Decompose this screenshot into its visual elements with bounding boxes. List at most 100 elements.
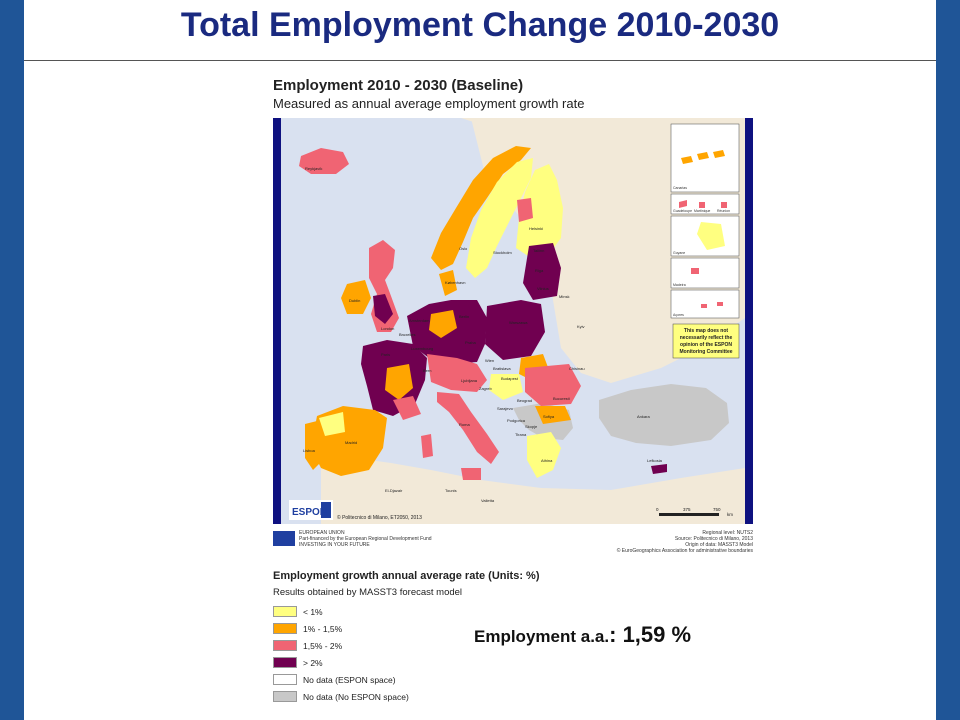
legend-item: 1% - 1,5%: [273, 620, 409, 637]
highlight-value: 1,59 %: [622, 622, 692, 647]
eu-funding-note: EUROPEAN UNION Part-financed by the Euro…: [299, 530, 469, 548]
region-norway: [431, 146, 531, 270]
map-footer: EUROPEAN UNION Part-financed by the Euro…: [273, 528, 753, 558]
city-label: Praha: [465, 340, 476, 345]
legend-label: No data (No ESPON space): [303, 691, 409, 702]
north-africa-land: [321, 453, 745, 524]
legend-item: No data (ESPON space): [273, 671, 409, 688]
credit-line: Regional level: NUTS2: [702, 530, 753, 536]
legend-item: > 2%: [273, 654, 409, 671]
region-cyprus: [651, 464, 667, 474]
city-label: Bern: [423, 368, 431, 373]
inset-label: Açores: [673, 313, 684, 317]
city-label: Chisinau: [569, 366, 585, 371]
city-label: Tirana: [515, 432, 527, 437]
inset-label: Réunion: [717, 209, 730, 213]
city-label: Ljubljana: [461, 378, 478, 383]
disclaimer-line: opinion of the ESPON: [680, 342, 732, 348]
legend-swatch: [273, 623, 297, 634]
legend-subtitle: Results obtained by MASST3 forecast mode…: [273, 587, 463, 598]
eu-line: EUROPEAN UNION: [299, 530, 345, 536]
inset-label: Madeira: [673, 283, 686, 287]
espon-logo-text: ESPON: [292, 507, 327, 518]
region-finland: [516, 164, 563, 258]
region-sweden: [466, 158, 533, 278]
city-label: Wien: [485, 358, 494, 363]
legend-swatch: [273, 657, 297, 668]
highlight-label: Employment a.a.: [474, 627, 610, 646]
legend-item: 1,5% - 2%: [273, 637, 409, 654]
inset-label: Canarias: [673, 186, 687, 190]
inset-acores-region: [701, 302, 723, 308]
city-label: Madrid: [345, 440, 357, 445]
highlight-colon: :: [609, 622, 623, 647]
eu-line: INVESTING IN YOUR FUTURE: [299, 542, 370, 548]
region-poland: [485, 300, 545, 360]
scale-bar: [659, 513, 719, 516]
credit-line: Source: Politecnico di Milano, 2013: [674, 536, 753, 542]
legend: < 1% 1% - 1,5% 1,5% - 2% > 2% No data (E…: [273, 603, 409, 705]
city-label: København: [445, 280, 465, 285]
legend-label: 1% - 1,5%: [303, 623, 343, 634]
right-side-bar: [936, 0, 960, 720]
inset-label: Guadeloupe: [673, 209, 692, 213]
city-label: Berlin: [459, 314, 469, 319]
slide-title: Total Employment Change 2010-2030: [180, 6, 780, 44]
inset-label: Martinique: [694, 209, 710, 213]
city-label: Helsinki: [529, 226, 543, 231]
city-label: Bucuresti: [553, 396, 570, 401]
region-hungary: [489, 374, 523, 400]
city-label: Ankara: [637, 414, 650, 419]
city-label: Podgorica: [507, 418, 526, 423]
city-label: Amsterdam: [409, 318, 430, 323]
city-label: Budapest: [501, 376, 519, 381]
city-label: London: [381, 326, 394, 331]
region-greece: [527, 432, 561, 478]
eu-flag-icon: [273, 531, 295, 546]
disclaimer-line: Monitoring Committee: [679, 349, 732, 355]
scale-label: 375: [683, 507, 691, 512]
city-label: Vilnius: [537, 286, 549, 291]
region-bulgaria: [535, 406, 571, 424]
inset-label: Guyane: [673, 251, 685, 255]
europe-map: Canarias Guadeloupe Martinique Réunion G…: [281, 118, 745, 524]
left-side-bar: [0, 0, 24, 720]
region-italy: [437, 392, 499, 464]
legend-label: < 1%: [303, 606, 323, 617]
map-credits: Regional level: NUTS2 Source: Politecnic…: [563, 530, 753, 554]
region-germany-north: [429, 310, 457, 338]
city-label: Tallinn: [533, 248, 544, 253]
map-subtitle: Measured as annual average employment gr…: [273, 96, 585, 111]
legend-label: No data (ESPON space): [303, 674, 396, 685]
inset-madeira: [670, 257, 740, 289]
city-label: Roma: [459, 422, 470, 427]
region-uk-midlands: [373, 294, 393, 324]
legend-swatch: [273, 691, 297, 702]
inset-caribbean-islands: [679, 200, 727, 208]
city-label: Tounis: [445, 488, 457, 493]
region-france-central: [385, 364, 413, 400]
disclaimer-line: This map does not: [684, 328, 729, 334]
map-copyright: © Politecnico di Milano, ET2050, 2013: [337, 514, 422, 521]
city-label: El-Djazair: [385, 488, 403, 493]
region-spain-north: [319, 412, 345, 436]
region-portugal: [305, 420, 325, 470]
region-ireland: [341, 280, 371, 314]
employment-highlight: Employment a.a.: 1,59 %: [474, 622, 691, 648]
city-label: Lefkosia: [647, 458, 663, 463]
region-denmark: [439, 270, 457, 296]
city-label: Minsk: [559, 294, 569, 299]
city-label: Bruxelles: [399, 332, 415, 337]
inset-canarias-islands: [681, 150, 725, 164]
scale-unit: km: [727, 512, 733, 517]
city-label: Paris: [381, 352, 390, 357]
region-finland-north: [517, 198, 533, 222]
legend-title: Employment growth annual average rate (U…: [273, 570, 540, 582]
legend-label: 1,5% - 2%: [303, 640, 343, 651]
region-baltics: [523, 243, 561, 300]
region-turkey: [599, 384, 729, 446]
city-label: Zagreb: [479, 386, 492, 391]
scale-label: 0: [656, 507, 659, 512]
region-alps: [427, 354, 487, 392]
city-label: Beograd: [517, 398, 532, 403]
